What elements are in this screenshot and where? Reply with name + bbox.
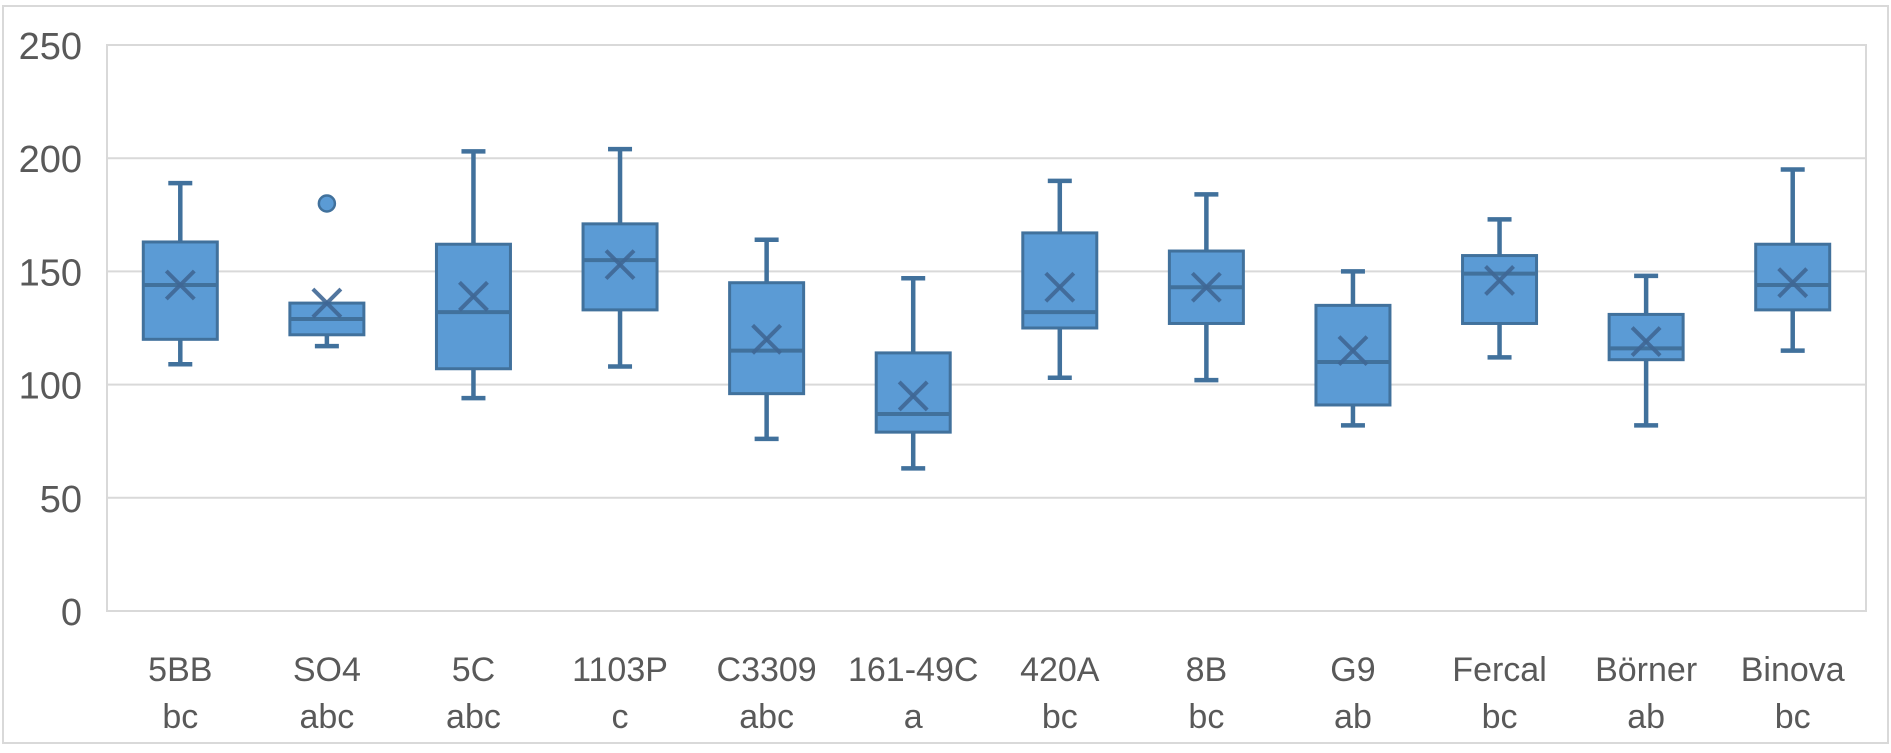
outlier-point-so4 <box>317 194 337 213</box>
mean-x-marker-1103p <box>604 249 636 281</box>
box-rect-b-rner <box>1607 312 1685 362</box>
mean-x-marker-g9 <box>1337 335 1369 367</box>
group-letter-label-g9: ab <box>1334 698 1372 736</box>
category-label-b-rner: Börner <box>1595 651 1697 689</box>
category-label-5bb: 5BB <box>148 651 212 689</box>
y-tick-label-250: 250 <box>19 26 82 68</box>
category-label-g9: G9 <box>1330 651 1375 689</box>
group-letter-label-c3309: abc <box>739 698 794 736</box>
category-label-5c: 5C <box>452 651 495 689</box>
y-tick-label-150: 150 <box>19 252 82 294</box>
category-label-binova: Binova <box>1741 651 1845 689</box>
category-label-161-49c: 161-49C <box>848 651 978 689</box>
group-letter-label-8b: bc <box>1188 698 1224 736</box>
mean-x-marker-161-49c <box>897 380 929 412</box>
category-label-so4: SO4 <box>293 651 361 689</box>
mean-x-marker-420a <box>1044 271 1076 303</box>
mean-x-marker-so4 <box>311 287 343 319</box>
mean-x-marker-fercal <box>1484 265 1515 296</box>
y-tick-label-200: 200 <box>19 139 82 181</box>
category-label-fercal: Fercal <box>1452 651 1546 689</box>
mean-x-marker-8b <box>1190 271 1222 303</box>
group-letter-label-so4: abc <box>299 698 354 736</box>
group-letter-label-161-49c: a <box>904 698 923 736</box>
box-rect-5bb <box>141 240 219 341</box>
group-letter-label-b-rner: ab <box>1627 698 1665 736</box>
mean-x-marker-c3309 <box>751 323 783 355</box>
plot-area-border <box>106 44 1867 612</box>
box-rect-fercal <box>1461 254 1539 325</box>
group-letter-label-5c: abc <box>446 698 501 736</box>
mean-x-marker-b-rner <box>1630 326 1662 357</box>
category-label-c3309: C3309 <box>717 651 817 689</box>
mean-x-marker-5bb <box>164 269 196 301</box>
y-tick-label-50: 50 <box>40 479 82 521</box>
y-tick-label-0: 0 <box>61 592 82 634</box>
box-rect-g9 <box>1314 303 1392 407</box>
group-letter-label-fercal: bc <box>1482 698 1518 736</box>
mean-x-marker-5c <box>458 280 489 312</box>
group-letter-label-5bb: bc <box>162 698 198 736</box>
category-label-1103p: 1103P <box>572 651 668 689</box>
category-label-420a: 420A <box>1020 651 1100 689</box>
mean-x-marker-binova <box>1777 267 1809 299</box>
group-letter-label-420a: bc <box>1042 698 1078 736</box>
box-rect-5c <box>434 242 512 371</box>
group-letter-label-1103p: c <box>612 698 629 736</box>
group-letter-label-binova: bc <box>1775 698 1811 736</box>
box-rect-binova <box>1754 242 1832 312</box>
box-rect-161-49c <box>874 351 952 434</box>
y-tick-label-100: 100 <box>19 366 82 408</box>
category-label-8b: 8B <box>1186 651 1228 689</box>
